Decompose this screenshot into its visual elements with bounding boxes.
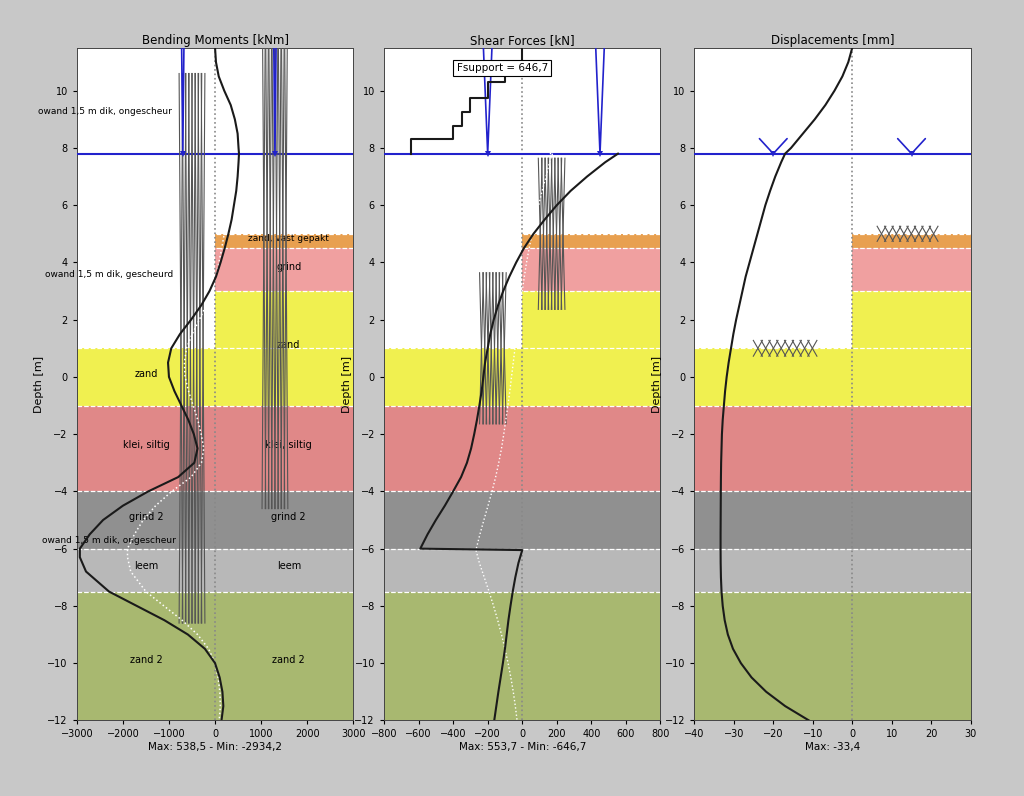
X-axis label: Max: -33,4: Max: -33,4 — [805, 742, 860, 752]
Y-axis label: Depth [m]: Depth [m] — [342, 356, 351, 412]
X-axis label: Max: 553,7 - Min: -646,7: Max: 553,7 - Min: -646,7 — [459, 742, 586, 752]
Text: zand: zand — [134, 369, 158, 379]
Text: grind 2: grind 2 — [271, 512, 306, 522]
Text: owand 1,5 m dik, gescheurd: owand 1,5 m dik, gescheurd — [45, 270, 173, 279]
Text: klei, siltig: klei, siltig — [123, 440, 169, 451]
Title: Shear Forces [kN]: Shear Forces [kN] — [470, 33, 574, 47]
Title: Bending Moments [kNm]: Bending Moments [kNm] — [141, 33, 289, 47]
Text: klei, siltig: klei, siltig — [265, 440, 312, 451]
Title: Displacements [mm]: Displacements [mm] — [771, 33, 894, 47]
Text: leem: leem — [134, 560, 158, 571]
X-axis label: Max: 538,5 - Min: -2934,2: Max: 538,5 - Min: -2934,2 — [148, 742, 282, 752]
Text: owand 1,5 m dik, ongescheur: owand 1,5 m dik, ongescheur — [38, 107, 171, 115]
Text: Fsupport = 646,7: Fsupport = 646,7 — [457, 63, 548, 72]
Text: leem: leem — [276, 560, 301, 571]
Text: zand, vast gepakt: zand, vast gepakt — [249, 234, 329, 243]
Text: owand 1,5 m dik, ongescheur: owand 1,5 m dik, ongescheur — [42, 536, 176, 545]
Text: grind 2: grind 2 — [129, 512, 163, 522]
Text: zand: zand — [278, 341, 300, 350]
Text: zand 2: zand 2 — [272, 655, 305, 665]
Text: zand 2: zand 2 — [130, 655, 162, 665]
Y-axis label: Depth [m]: Depth [m] — [652, 356, 662, 412]
Y-axis label: Depth [m]: Depth [m] — [35, 356, 44, 412]
Text: grind: grind — [276, 262, 301, 271]
